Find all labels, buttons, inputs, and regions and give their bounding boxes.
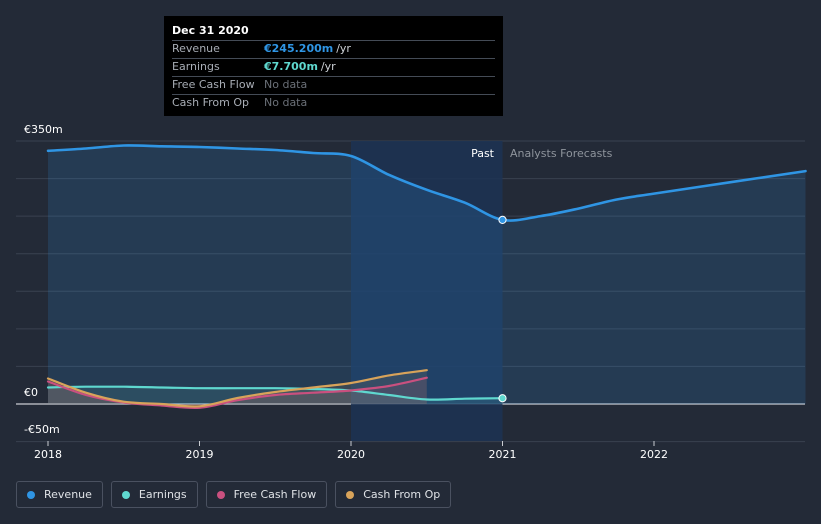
x-tick-label: 2018 xyxy=(34,448,62,461)
past-region-label: Past xyxy=(471,147,495,160)
legend-item-free-cash-flow[interactable]: Free Cash Flow xyxy=(205,481,328,508)
tooltip-row-earnings: Earnings €7.700m /yr xyxy=(172,58,495,76)
tooltip-label: Cash From Op xyxy=(172,96,250,109)
tooltip-label: Earnings xyxy=(172,60,220,73)
legend-item-earnings[interactable]: Earnings xyxy=(110,481,198,508)
revenue-line xyxy=(46,144,807,222)
tooltip-value: €7.700m xyxy=(264,60,318,73)
cash-from-op-line xyxy=(46,369,428,408)
forecast-region-label: Analysts Forecasts xyxy=(510,147,613,160)
free-cash-flow-area xyxy=(48,377,427,408)
tooltip-label: Revenue xyxy=(172,42,220,55)
earnings-dot-icon xyxy=(121,490,130,499)
tooltip-row-revenue: Revenue €245.200m /yr xyxy=(172,40,495,58)
y-tick-label: -€50m xyxy=(24,423,60,436)
y-tick-label: €0 xyxy=(24,386,38,399)
legend-label: Free Cash Flow xyxy=(233,488,317,501)
tooltip-value: €245.200m xyxy=(264,42,334,55)
revenue-marker xyxy=(498,215,507,224)
legend-label: Revenue xyxy=(44,488,92,501)
revenue-dot-icon xyxy=(27,490,35,499)
earnings-marker xyxy=(498,394,507,403)
tooltip-unit: /yr xyxy=(336,42,351,55)
cash-from-op-dot-icon xyxy=(346,490,355,499)
x-tick-label: 2020 xyxy=(337,448,365,461)
tooltip-unit: /yr xyxy=(320,60,336,73)
cash-from-op-area xyxy=(48,370,427,407)
revenue-area xyxy=(48,145,806,405)
tooltip-value: No data xyxy=(264,78,308,91)
legend-label: Cash From Op xyxy=(363,488,441,501)
x-tick-label: 2019 xyxy=(186,448,214,461)
x-tick-label: 2021 xyxy=(489,448,517,461)
legend-item-cash-from-op[interactable]: Cash From Op xyxy=(335,481,452,508)
x-tick-label: 2022 xyxy=(640,448,668,461)
tooltip-row-cash-from-op: Cash From Op No data xyxy=(172,94,495,112)
chart-legend: Revenue Earnings Free Cash Flow Cash Fro… xyxy=(16,481,459,508)
tooltip-row-free-cash-flow: Free Cash Flow No data xyxy=(172,76,495,94)
tooltip-value: No data xyxy=(264,96,308,109)
tooltip-label: Free Cash Flow xyxy=(172,78,255,91)
earnings-line xyxy=(46,385,504,401)
free-cash-flow-dot-icon xyxy=(216,490,225,499)
legend-label: Earnings xyxy=(138,488,187,501)
tooltip-date: Dec 31 2020 xyxy=(172,24,249,37)
data-tooltip: Dec 31 2020 Revenue €245.200m /yr Earnin… xyxy=(164,16,503,116)
legend-item-revenue[interactable]: Revenue xyxy=(16,481,103,508)
y-tick-label: €350m xyxy=(24,123,63,136)
